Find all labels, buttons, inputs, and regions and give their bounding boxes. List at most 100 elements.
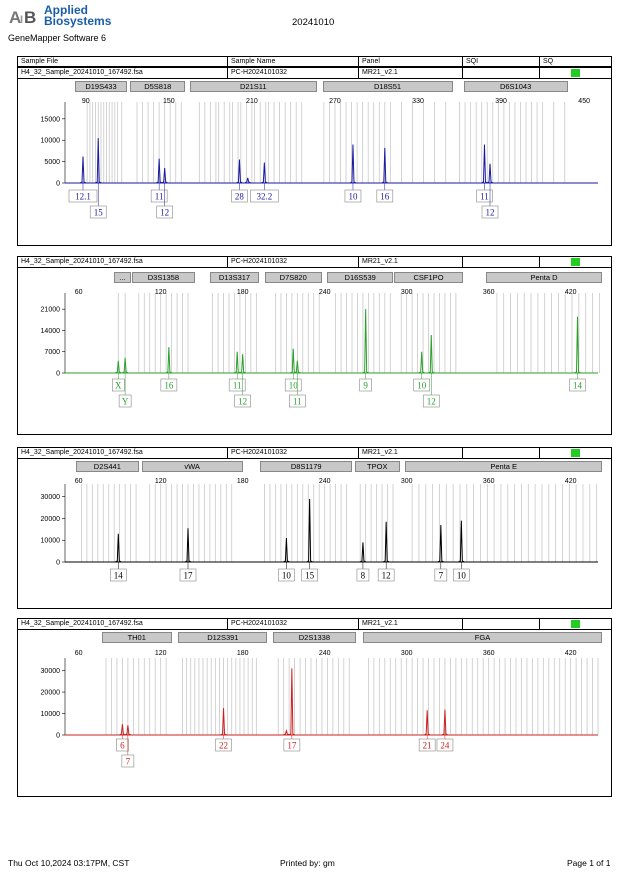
allele-peak bbox=[115, 360, 122, 374]
allele-peak bbox=[115, 533, 122, 563]
x-tick-label: 360 bbox=[483, 478, 495, 485]
marker-d7s820[interactable]: D7S820 bbox=[264, 272, 322, 283]
allele-peak bbox=[418, 351, 425, 374]
x-tick-label: 360 bbox=[483, 289, 495, 296]
marker-d6s1043[interactable]: D6S1043 bbox=[463, 81, 568, 92]
allele-peak bbox=[165, 347, 173, 374]
y-tick-label: 30000 bbox=[41, 668, 61, 675]
sq-quality-indicator[interactable] bbox=[571, 258, 580, 266]
allele-peak bbox=[239, 354, 246, 374]
x-tick-label: 90 bbox=[82, 98, 90, 105]
x-tick-label: 420 bbox=[565, 478, 577, 485]
marker-d3s1358[interactable]: D3S1358 bbox=[131, 272, 195, 283]
sample-file-value: H4_32_Sample_20241010_167492.fsa bbox=[21, 69, 143, 76]
allele-peak bbox=[481, 144, 488, 184]
electropherogram-plot: 60 120 180 240 300 360 420 0 10000 20000 30000 67 22… bbox=[41, 650, 599, 768]
allele-call-label: 17 bbox=[184, 571, 194, 581]
marker-penta-e[interactable]: Penta E bbox=[405, 461, 603, 472]
sample-info-row: H4_32_Sample_20241010_167492.fsa PC-H2024… bbox=[18, 448, 611, 459]
x-tick-label: 60 bbox=[75, 650, 83, 657]
x-tick-label: 390 bbox=[495, 98, 507, 105]
allele-peak bbox=[283, 538, 290, 563]
allele-peak bbox=[261, 162, 268, 184]
allele-call-label: 28 bbox=[235, 192, 245, 202]
marker-d8s1179[interactable]: D8S1179 bbox=[260, 461, 352, 472]
allele-call-label: 8 bbox=[361, 571, 366, 581]
run-date: 20241010 bbox=[292, 17, 335, 28]
x-tick-label: 240 bbox=[319, 650, 331, 657]
allele-peak bbox=[121, 357, 129, 374]
allele-call-label: 15 bbox=[94, 208, 104, 218]
sample-info-row: H4_32_Sample_20241010_167492.fsa PC-H2024… bbox=[18, 619, 611, 630]
sq-quality-indicator[interactable] bbox=[571, 69, 580, 77]
allele-call-label: 11 bbox=[233, 381, 242, 391]
y-tick-label: 0 bbox=[56, 733, 60, 740]
x-tick-label: 330 bbox=[412, 98, 424, 105]
electropherogram-plot: 60 120 180 240 300 360 420 0 10000 20000 30000 14 17… bbox=[41, 478, 598, 582]
allele-call-label: 11 bbox=[480, 192, 489, 202]
allele-label-box bbox=[436, 738, 454, 752]
allele-label-box bbox=[234, 394, 251, 408]
x-tick-label: 300 bbox=[401, 478, 413, 485]
marker-d19s433[interactable]: D19S433 bbox=[74, 81, 128, 92]
marker-d21s11[interactable]: D21S11 bbox=[189, 81, 317, 92]
allele-label-box bbox=[110, 568, 127, 582]
marker-penta-d[interactable]: Penta D bbox=[485, 272, 603, 283]
marker-d13s317[interactable]: D13S317 bbox=[209, 272, 260, 283]
allele-peak bbox=[359, 542, 367, 563]
allele-label-box bbox=[118, 394, 132, 408]
x-tick-label: 240 bbox=[319, 478, 331, 485]
col-sample-name: Sample Name bbox=[231, 58, 276, 65]
electropherogram-plot: 90 150 210 270 330 390 45005000100001500012.11… bbox=[41, 98, 598, 219]
allele-call-label: 14 bbox=[114, 571, 124, 581]
x-tick-label: 150 bbox=[163, 98, 175, 105]
electropherogram-panel-green: H4_32_Sample_20241010_167492.fsa PC-H2024… bbox=[17, 256, 612, 435]
allele-call-label: 17 bbox=[287, 741, 297, 751]
marker--[interactable]: ... bbox=[114, 272, 131, 283]
electropherogram-panel-black: H4_32_Sample_20241010_167492.fsa PC-H2024… bbox=[17, 447, 612, 609]
y-tick-label: 20000 bbox=[41, 690, 61, 697]
marker-d5s818[interactable]: D5S818 bbox=[130, 81, 186, 92]
allele-label-box bbox=[359, 378, 372, 392]
allele-label-box bbox=[179, 568, 197, 582]
marker-d16s539[interactable]: D16S539 bbox=[327, 272, 393, 283]
allele-call-label: 16 bbox=[164, 381, 174, 391]
allele-call-label: 9 bbox=[363, 381, 368, 391]
allele-call-label: 7 bbox=[126, 757, 131, 767]
allele-peak bbox=[437, 524, 445, 563]
allele-label-box bbox=[89, 205, 107, 219]
marker-csf1po[interactable]: CSF1PO bbox=[394, 272, 463, 283]
allele-label-box bbox=[377, 568, 395, 582]
marker-fga[interactable]: FGA bbox=[362, 632, 603, 643]
sample-file-value: H4_32_Sample_20241010_167492.fsa bbox=[21, 258, 143, 265]
allele-peak bbox=[290, 348, 297, 374]
y-tick-label: 15000 bbox=[41, 116, 61, 123]
allele-call-label: 6 bbox=[120, 741, 125, 751]
brand-name: Applied Biosystems bbox=[44, 4, 111, 27]
marker-d2s1338[interactable]: D2S1338 bbox=[272, 632, 357, 643]
column-header-row: Sample File Sample Name Panel SQI SQ bbox=[17, 56, 612, 67]
marker-vwa[interactable]: vWA bbox=[141, 461, 243, 472]
allele-call-label: 10 bbox=[417, 381, 427, 391]
allele-label-box bbox=[116, 738, 129, 752]
marker-tpox[interactable]: TPOX bbox=[354, 461, 400, 472]
sq-quality-indicator[interactable] bbox=[571, 449, 580, 457]
allele-peak bbox=[486, 163, 494, 184]
y-tick-label: 21000 bbox=[41, 307, 61, 314]
y-tick-label: 0 bbox=[56, 371, 60, 378]
sq-quality-indicator[interactable] bbox=[571, 620, 580, 628]
allele-peak bbox=[124, 725, 132, 736]
marker-d2s441[interactable]: D2S441 bbox=[75, 461, 139, 472]
col-sample-file: Sample File bbox=[21, 58, 58, 65]
x-tick-label: 60 bbox=[75, 478, 83, 485]
allele-peak bbox=[428, 334, 435, 374]
allele-call-label: 11 bbox=[155, 192, 164, 202]
allele-peak bbox=[119, 724, 126, 736]
sample-name-value: PC-H2024101032 bbox=[231, 449, 288, 456]
svg-text:B: B bbox=[24, 8, 36, 27]
allele-peak bbox=[283, 728, 290, 736]
marker-d12s391[interactable]: D12S391 bbox=[178, 632, 268, 643]
allele-peak bbox=[220, 708, 227, 736]
marker-d18s51[interactable]: D18S51 bbox=[322, 81, 453, 92]
marker-th01[interactable]: TH01 bbox=[101, 632, 172, 643]
